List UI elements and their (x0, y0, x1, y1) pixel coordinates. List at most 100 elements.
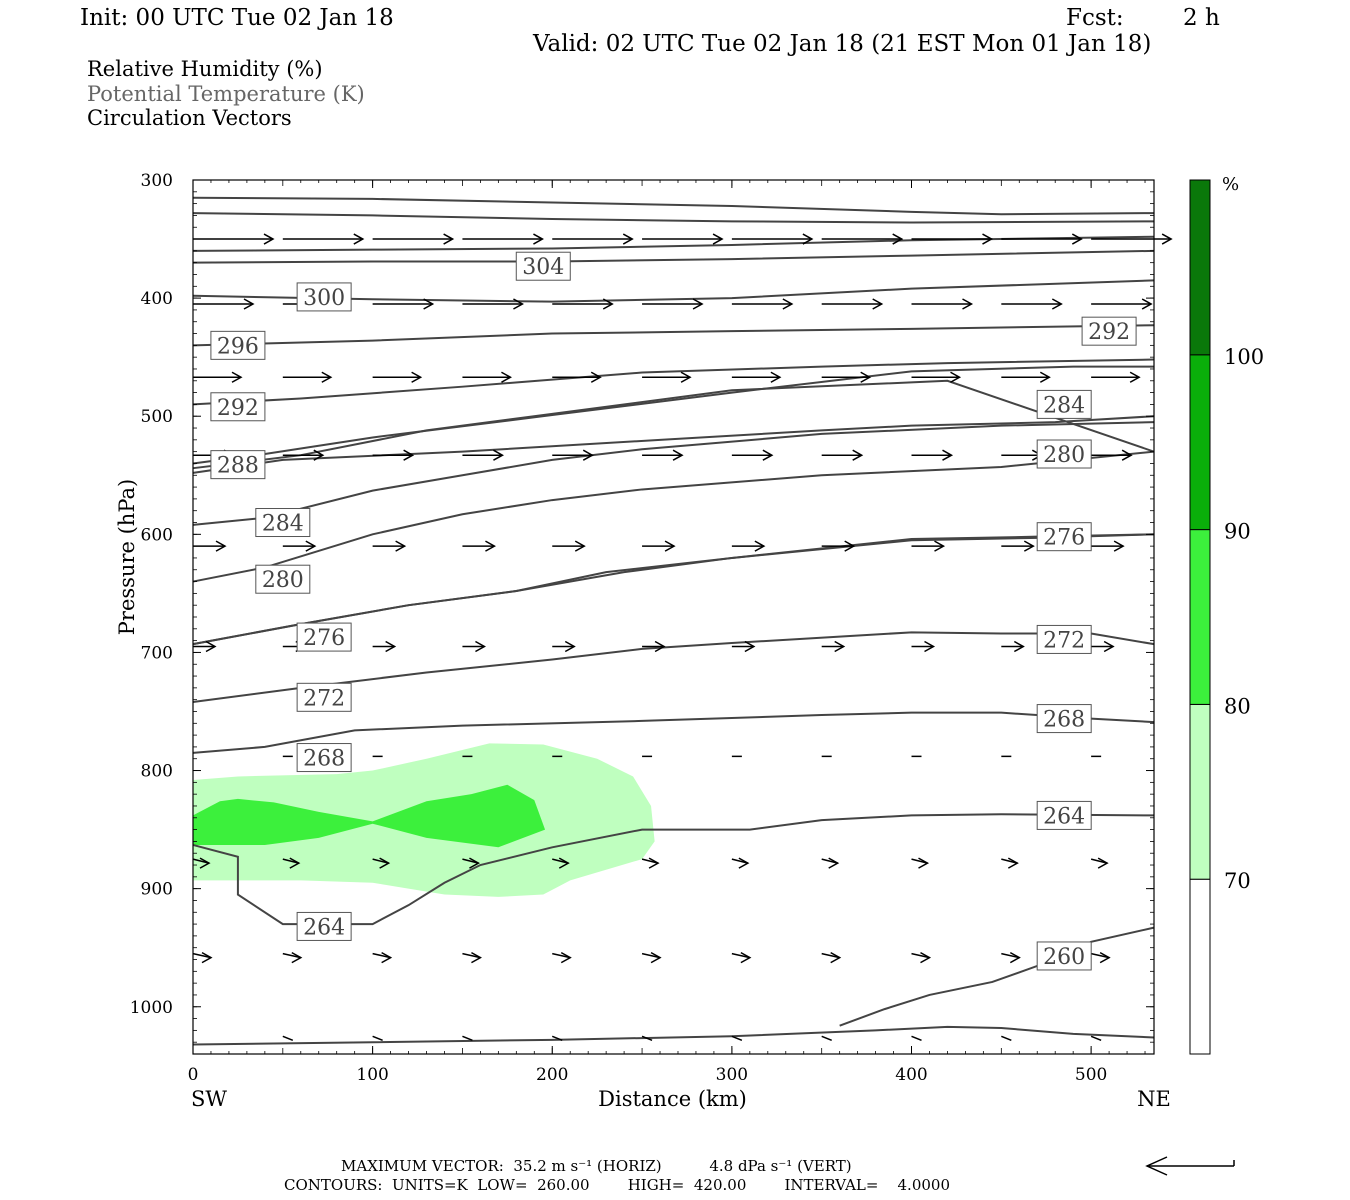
circulation-vector (731, 640, 756, 653)
vector-head (672, 449, 684, 461)
circulation-vector (193, 298, 255, 310)
vector-shaft (552, 952, 571, 959)
circulation-vector (1001, 1035, 1012, 1041)
x-tick-label-200: 200 (536, 1065, 568, 1085)
theta-contour-unlabeled (192, 212, 1155, 224)
circulation-vector (1001, 298, 1063, 310)
theta-label-box (1036, 439, 1092, 469)
x-axis-label: Distance (km) (598, 1087, 747, 1111)
vector-head (680, 371, 692, 383)
circulation-vector (642, 371, 692, 383)
vector-shaft (911, 1035, 922, 1041)
circulation-vector (372, 1035, 383, 1041)
y-tick-label-900: 900 (141, 880, 173, 900)
circulation-vector (1091, 540, 1125, 552)
theta-contour-280 (192, 450, 1155, 583)
vector-head (650, 951, 662, 964)
theta-label-268: 268 (1036, 704, 1092, 734)
theta-label-box (296, 743, 352, 773)
circulation-vector (642, 640, 666, 653)
circulation-vector (1090, 857, 1109, 869)
vector-head (1141, 298, 1153, 310)
vector-head (1023, 540, 1035, 552)
theta-label-276: 276 (296, 622, 352, 652)
theta-label-text: 284 (1043, 393, 1085, 418)
theta-label-box (296, 282, 352, 312)
circulation-vector (552, 371, 602, 383)
vector-head (243, 298, 255, 310)
theta-label-box (296, 911, 352, 941)
vector-head (872, 298, 884, 310)
theta-label-272: 272 (296, 682, 352, 712)
circulation-vector (911, 1035, 922, 1041)
vector-head (950, 371, 962, 383)
vector-shaft (1001, 952, 1020, 959)
theta-label-box (255, 508, 311, 538)
circulation-vector (731, 857, 750, 869)
vector-head (654, 640, 666, 653)
vector-shaft (551, 1035, 563, 1041)
theta-contour-284 (192, 365, 1154, 465)
vector-head (1009, 951, 1021, 964)
theta-label-text: 300 (303, 286, 345, 311)
y-tick-label-700: 700 (141, 643, 173, 663)
circulation-vector (731, 298, 794, 310)
circulation-vector (462, 951, 482, 964)
vector-head (622, 233, 634, 245)
circulation-vector (552, 857, 570, 869)
vector-shaft (1001, 1035, 1012, 1041)
circulation-vector (552, 951, 572, 964)
vector-head (830, 951, 842, 964)
vector-head (231, 371, 243, 383)
vector-shaft (372, 1035, 383, 1041)
circulation-vector (731, 449, 774, 461)
theta-label-292: 292 (210, 392, 266, 422)
vector-head (738, 857, 750, 869)
axes: 0 100 200 300 400 500 300 400 500 600 700 800 900 100… (115, 171, 1171, 1111)
circulation-vector (462, 540, 496, 552)
theta-label-text: 276 (303, 626, 345, 651)
circulation-vector (372, 857, 391, 869)
vector-head (501, 371, 512, 383)
theta-label-box (1036, 389, 1092, 419)
theta-label-268: 268 (296, 743, 352, 773)
vector-head (924, 640, 936, 653)
circulation-vector (1001, 449, 1043, 461)
vector-head (1097, 857, 1109, 869)
theta-label-text: 280 (262, 568, 304, 593)
max-vector-info: MAXIMUM VECTOR: 35.2 m s⁻¹ (HORIZ) 4.8 d… (341, 1157, 852, 1175)
y-tick-label-300: 300 (141, 171, 173, 191)
circulation-vector (1001, 371, 1051, 383)
vector-head (1099, 951, 1111, 964)
theta-contour-unlabeled (192, 249, 1155, 264)
vector-head (860, 371, 872, 383)
circulation-vector (911, 951, 932, 964)
vector-head (381, 951, 393, 964)
vector-head (205, 640, 217, 653)
vector-head (353, 233, 365, 245)
vector-head (1051, 298, 1063, 310)
circulation-vector (911, 449, 954, 461)
circulation-vector (1001, 857, 1019, 869)
contour-labels: 304 300 296 292 292 284 288 280 284 280 276 276 272 2… (210, 251, 1137, 971)
vector-shaft (821, 1035, 832, 1041)
theta-label-text: 260 (1043, 945, 1085, 970)
vector-head (712, 233, 724, 245)
circulation-vector (1091, 449, 1133, 461)
theta-label-box (1081, 316, 1137, 346)
theta-label-text: 296 (217, 334, 259, 359)
circulation-vector (911, 857, 930, 869)
vector-head (1129, 371, 1141, 383)
theta-label-box (1036, 624, 1092, 654)
vector-head (920, 951, 932, 964)
circulation-vector (1091, 371, 1141, 383)
circulation-vector (821, 233, 904, 245)
theta-contour-304 (192, 196, 1155, 216)
vector-head (828, 857, 840, 869)
vector-shaft (821, 952, 840, 959)
vector-head (1161, 233, 1173, 245)
vector-head (263, 233, 275, 245)
vector-head (962, 298, 974, 310)
circulation-vector (642, 449, 684, 461)
circulation-vector (821, 857, 840, 869)
